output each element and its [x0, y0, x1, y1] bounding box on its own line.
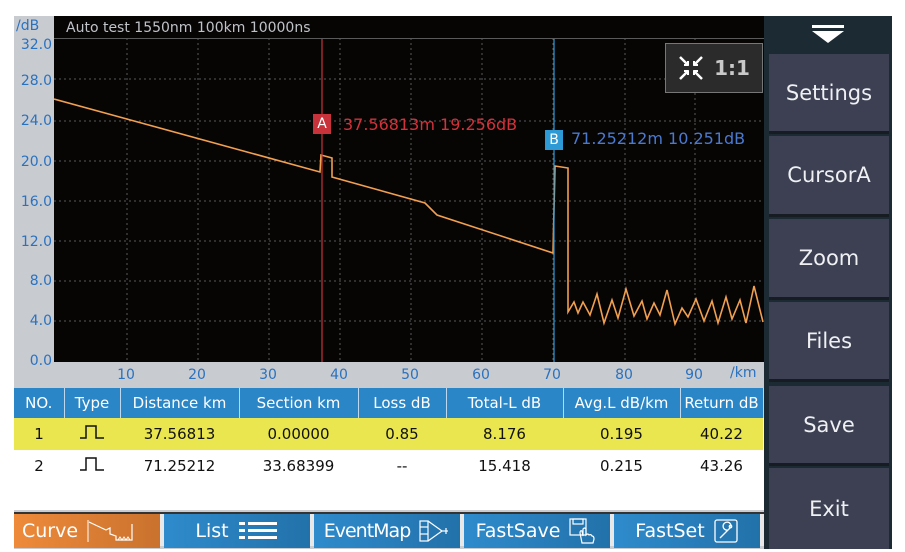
zoom-ratio-label: 1:1: [714, 56, 750, 80]
cell-return: 43.26: [700, 457, 743, 475]
event-table: NO. Type Distance km Section km Loss dB …: [14, 388, 764, 510]
tab-curve[interactable]: Curve: [14, 514, 160, 548]
chevron-down-icon: [812, 25, 844, 43]
x-tick: 40: [330, 367, 348, 383]
tab-label: FastSave: [475, 520, 561, 542]
column-header-section: Section km: [239, 388, 359, 418]
y-axis-unit: /dB: [16, 18, 40, 34]
reflective-event-icon: [80, 425, 104, 439]
cell-loss: 0.85: [358, 418, 446, 450]
reflective-event-icon: [80, 457, 104, 471]
cell-avg-loss: 0.215: [600, 457, 643, 475]
cursor-a-button[interactable]: CursorA: [769, 136, 889, 217]
tab-label: Curve: [22, 520, 79, 542]
x-tick: 80: [615, 367, 633, 383]
column-header-total-loss: Total-L dB: [446, 388, 564, 418]
x-tick: 60: [472, 367, 490, 383]
column-header-loss: Loss dB: [358, 388, 447, 418]
tab-fast-set[interactable]: FastSet: [614, 514, 760, 548]
title-divider: [54, 38, 764, 39]
x-axis-unit: /km: [730, 365, 757, 381]
x-tick: 20: [188, 367, 206, 383]
cell-avg-loss: 0.195: [563, 418, 680, 450]
cell-total-loss: 15.418: [478, 457, 531, 475]
cell-distance: 71.25212: [143, 457, 216, 475]
fast-set-icon: [714, 519, 738, 543]
zoom-reset-button[interactable]: 1:1: [665, 43, 763, 93]
y-tick: 16.0: [20, 194, 52, 210]
x-tick: 90: [685, 367, 703, 383]
side-menu: Settings CursorA Zoom Files Save Exit: [764, 16, 892, 549]
test-parameters-title: Auto test 1550nm 100km 10000ns: [66, 20, 311, 36]
tab-event-map[interactable]: EventMap: [314, 514, 460, 548]
otdr-screen: /dB 32.0 28.0 24.0 20.0 16.0 12.0 8.0 4.…: [14, 16, 892, 549]
x-tick: 50: [401, 367, 419, 383]
tab-fast-save[interactable]: FastSave: [464, 514, 610, 548]
y-tick: 24.0: [20, 113, 52, 129]
y-tick: 28.0: [20, 73, 52, 89]
event-map-icon: [419, 520, 449, 542]
cell-no: 1: [14, 418, 64, 450]
cell-type: [64, 450, 120, 482]
x-tick: 30: [259, 367, 277, 383]
bottom-tab-bar: Curve List EventMap FastSave: [14, 512, 764, 548]
cell-return: 40.22: [680, 418, 763, 450]
menu-page-toggle[interactable]: [764, 16, 892, 52]
save-button[interactable]: Save: [769, 386, 889, 466]
cell-section: 0.00000: [239, 418, 358, 450]
x-tick: 10: [117, 367, 135, 383]
trace-chart-panel: /dB 32.0 28.0 24.0 20.0 16.0 12.0 8.0 4.…: [14, 16, 764, 388]
cell-type: [64, 418, 120, 450]
column-header-distance: Distance km: [120, 388, 240, 418]
zoom-button[interactable]: Zoom: [769, 219, 889, 300]
exit-button[interactable]: Exit: [769, 468, 889, 549]
tab-label: FastSet: [635, 520, 705, 542]
y-tick: 4.0: [29, 313, 52, 329]
column-header-avg-loss: Avg.L dB/km: [563, 388, 681, 418]
trace-plot[interactable]: Auto test 1550nm 100km 10000ns A 37.5681…: [54, 16, 764, 362]
column-header-type: Type: [64, 388, 121, 418]
cell-distance: 37.56813: [120, 418, 239, 450]
cell-loss: --: [396, 457, 408, 475]
cursor-a-tag[interactable]: A: [313, 114, 331, 134]
y-tick: 20.0: [20, 154, 52, 170]
y-tick: 0.0: [29, 353, 52, 369]
files-button[interactable]: Files: [769, 302, 889, 382]
cursor-b-readout: 71.25212m 10.251dB: [571, 129, 746, 148]
cursor-b-tag[interactable]: B: [545, 130, 563, 150]
trace-graph: [54, 38, 764, 362]
tab-label: List: [195, 520, 229, 542]
cell-no: 2: [34, 457, 44, 475]
list-icon: [238, 522, 277, 539]
cell-section: 33.68399: [262, 457, 335, 475]
column-header-no: NO.: [14, 388, 65, 418]
collapse-arrows-icon: [679, 56, 703, 80]
cell-total-loss: 8.176: [446, 418, 563, 450]
y-tick: 8.0: [29, 273, 52, 289]
y-tick: 32.0: [20, 37, 52, 53]
y-tick: 12.0: [20, 234, 52, 250]
table-row[interactable]: 1 37.56813 0.00000 0.85 8.176 0.195 40.2…: [14, 418, 763, 450]
tab-label: EventMap: [323, 520, 412, 542]
column-header-return: Return dB: [680, 388, 764, 418]
settings-button[interactable]: Settings: [769, 54, 889, 134]
cursor-a-readout: 37.56813m 19.256dB: [343, 115, 518, 134]
tab-list[interactable]: List: [164, 514, 310, 548]
curve-icon: [87, 520, 133, 542]
fast-save-icon: [569, 518, 596, 544]
table-row[interactable]: 2 71.25212 33.68399 -- 15.418 0.215 43.2…: [14, 450, 763, 482]
table-header-row: NO. Type Distance km Section km Loss dB …: [14, 388, 764, 418]
x-tick: 70: [543, 367, 561, 383]
